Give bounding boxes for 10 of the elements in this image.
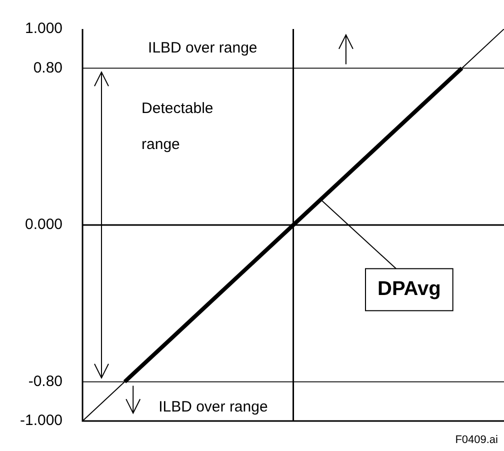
annotation: ILBD over range	[158, 398, 268, 416]
y-tick-label: -1.000	[20, 412, 63, 430]
y-tick-label: 1.000	[24, 20, 63, 38]
y-tick-label: 0.80	[33, 59, 63, 76]
text: F0409.ai	[455, 434, 498, 446]
y-tick-label: 0.000	[24, 216, 63, 234]
y-tick-label: -0.80	[28, 372, 63, 390]
annotation: ILBD over range	[148, 40, 258, 57]
annotation: DPAvg	[378, 278, 441, 300]
text: Detectable range	[142, 100, 214, 154]
